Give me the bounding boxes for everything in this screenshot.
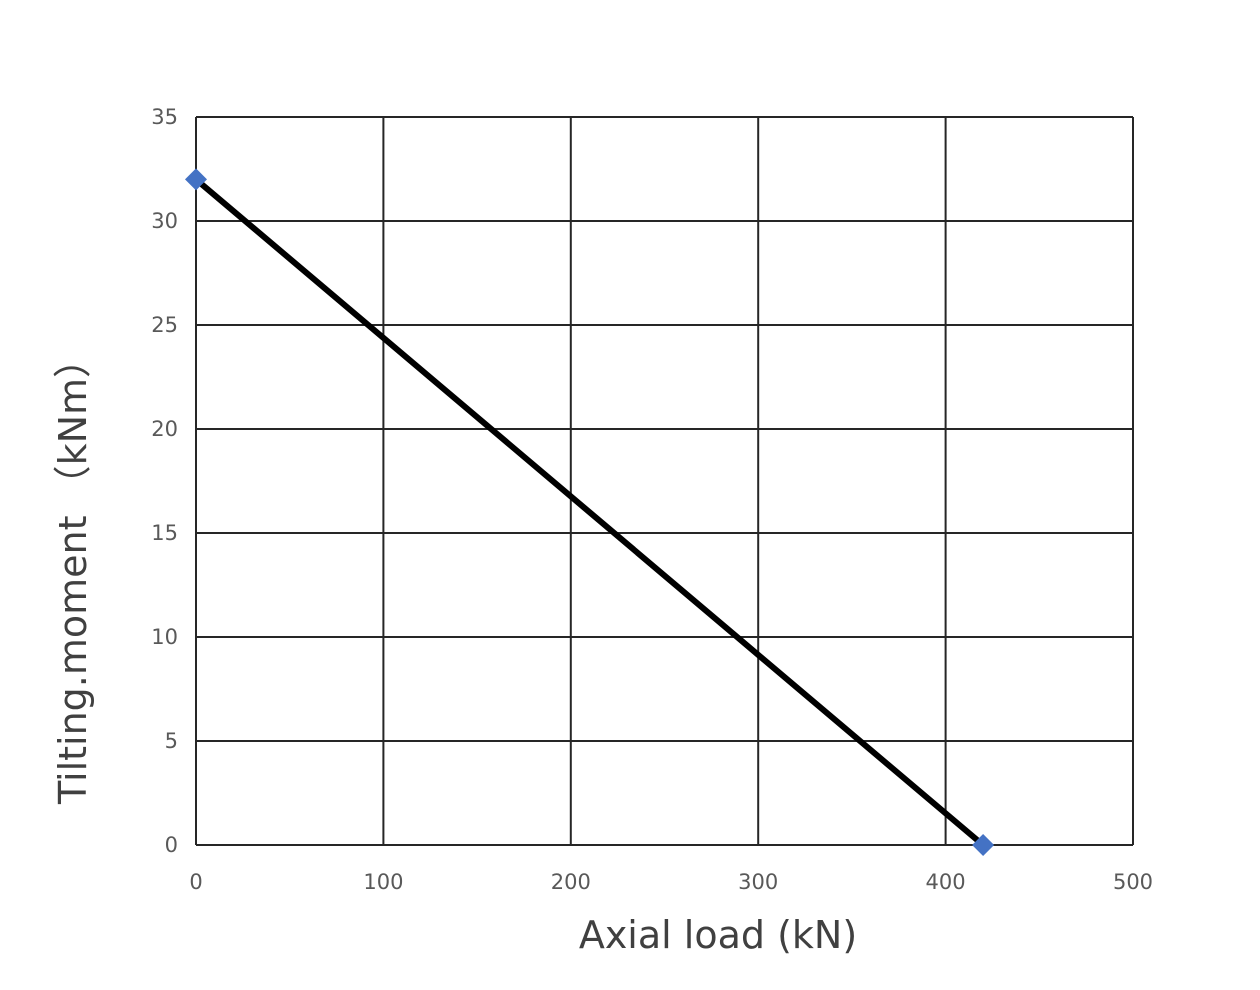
data-point-marker <box>972 834 995 856</box>
y-tick-label: 25 <box>151 313 178 337</box>
y-tick-label: 10 <box>151 625 178 649</box>
x-tick-label: 100 <box>363 870 403 894</box>
tick-labels: 0 5 10 15 20 25 30 35 0 100 200 300 400 500 <box>151 105 1153 894</box>
x-tick-label: 200 <box>551 870 591 894</box>
y-axis-title: Tilting.moment （kNm） <box>51 340 95 805</box>
y-tick-label: 15 <box>151 521 178 545</box>
x-tick-label: 300 <box>738 870 778 894</box>
x-tick-label: 400 <box>926 870 966 894</box>
y-tick-label: 20 <box>151 417 178 441</box>
grid <box>195 116 1134 846</box>
data-point-marker <box>185 168 207 191</box>
x-axis-title: Axial load (kN) <box>579 913 857 957</box>
series <box>185 168 995 856</box>
y-tick-label: 35 <box>151 105 178 129</box>
x-tick-label: 0 <box>189 870 202 894</box>
y-tick-label: 30 <box>151 209 178 233</box>
x-tick-label: 500 <box>1113 870 1153 894</box>
series-line <box>193 176 987 848</box>
y-tick-label: 0 <box>165 833 178 857</box>
y-tick-label: 5 <box>165 729 178 753</box>
